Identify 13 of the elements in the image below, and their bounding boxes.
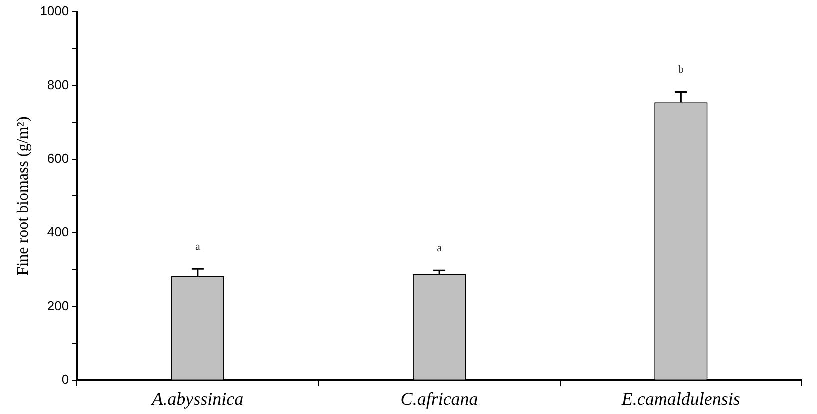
- y-tick-label: 1000: [40, 4, 70, 19]
- y-axis-title: Fine root biomass (g/m²): [14, 116, 32, 276]
- x-tick-label: E.camaldulensis: [620, 388, 740, 409]
- y-tick-label: 200: [47, 298, 70, 314]
- y-tick-label: 400: [47, 224, 70, 240]
- y-tick-label: 800: [47, 77, 70, 92]
- x-tick-label: A.abyssinica: [151, 388, 244, 409]
- annotation: a: [437, 242, 442, 255]
- annotation: a: [195, 241, 200, 254]
- y-tick-label: 0: [62, 372, 70, 387]
- y-tick-label: 600: [47, 150, 70, 166]
- annotation: b: [678, 64, 684, 76]
- x-tick-label: C.africana: [400, 388, 478, 409]
